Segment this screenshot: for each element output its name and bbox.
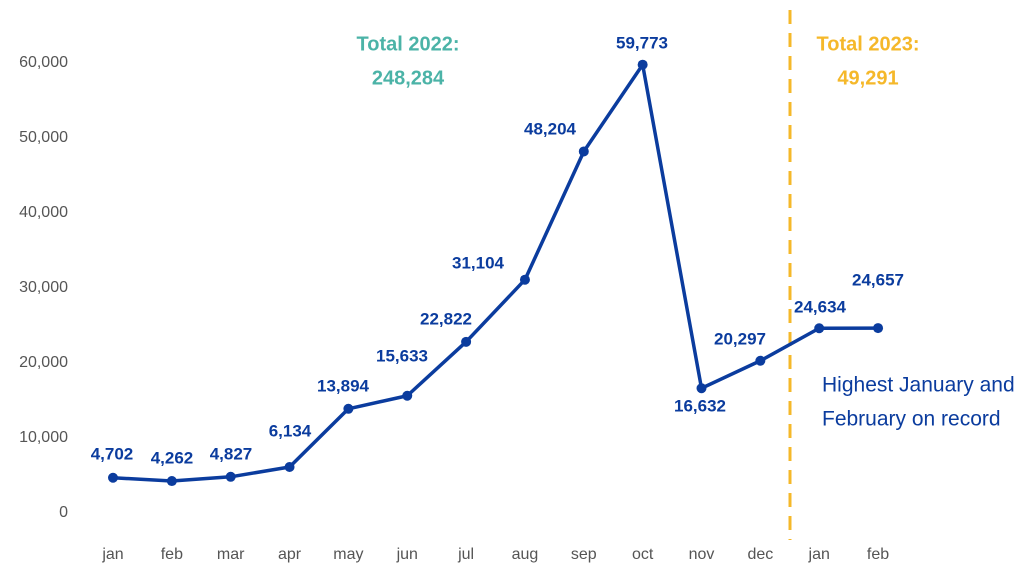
- point: [519, 274, 530, 285]
- annotation: 49,291: [837, 67, 898, 89]
- point: [284, 461, 295, 472]
- x-tick-label: sep: [571, 546, 597, 563]
- x-tick-label: mar: [217, 546, 245, 563]
- x-tick-label: dec: [747, 546, 773, 563]
- value-label: 31,104: [452, 253, 505, 272]
- line: [112, 62, 879, 483]
- value-label: 20,297: [714, 329, 766, 348]
- point: [461, 336, 472, 347]
- value-label: 15,633: [376, 346, 428, 365]
- value-label: 59,773: [616, 33, 668, 52]
- point: [402, 390, 413, 401]
- value-label: 4,702: [91, 444, 134, 463]
- point: [696, 383, 707, 394]
- annotation: Total 2023:: [817, 33, 920, 55]
- point: [166, 476, 177, 487]
- x-tick-label: aug: [512, 546, 539, 563]
- x-tick-label: nov: [689, 546, 715, 563]
- x-tick-label: jun: [396, 546, 418, 563]
- value-label: 4,827: [210, 444, 253, 463]
- annotation: February on record: [822, 408, 1001, 431]
- point: [755, 355, 766, 366]
- point: [343, 403, 354, 414]
- y-tick-label: 60,000: [19, 54, 68, 71]
- point: [578, 146, 589, 157]
- annotation: Total 2022:: [357, 33, 460, 55]
- point: [108, 472, 118, 483]
- value-label: 22,822: [420, 309, 472, 328]
- annotation: Highest January and: [822, 374, 1015, 397]
- x-tick-label: apr: [278, 546, 302, 563]
- value-label: 48,204: [524, 119, 577, 138]
- value-label: 24,634: [794, 297, 847, 316]
- point: [814, 323, 825, 334]
- x-tick-label: feb: [161, 546, 183, 563]
- value-label: 16,632: [674, 396, 726, 415]
- y-tick-label: 40,000: [19, 204, 68, 221]
- y-tick-label: 10,000: [19, 429, 68, 446]
- value-label: 24,657: [852, 270, 904, 289]
- point: [873, 323, 884, 334]
- annotation: 248,284: [372, 67, 445, 89]
- value-label: 13,894: [317, 376, 370, 395]
- x-tick-label: jan: [808, 546, 830, 563]
- point: [225, 471, 236, 482]
- value-label: 6,134: [269, 421, 312, 440]
- x-tick-label: jan: [101, 546, 123, 563]
- point: [637, 59, 648, 70]
- x-tick-label: may: [333, 546, 363, 563]
- value-label: 4,262: [151, 448, 194, 467]
- y-tick-label: 50,000: [19, 129, 68, 146]
- y-tick-label: 0: [59, 504, 68, 521]
- x-tick-label: jul: [457, 546, 474, 563]
- x-tick-label: feb: [867, 546, 889, 563]
- x-tick-label: oct: [632, 546, 654, 563]
- y-tick-label: 30,000: [19, 279, 68, 296]
- y-tick-label: 20,000: [19, 354, 68, 371]
